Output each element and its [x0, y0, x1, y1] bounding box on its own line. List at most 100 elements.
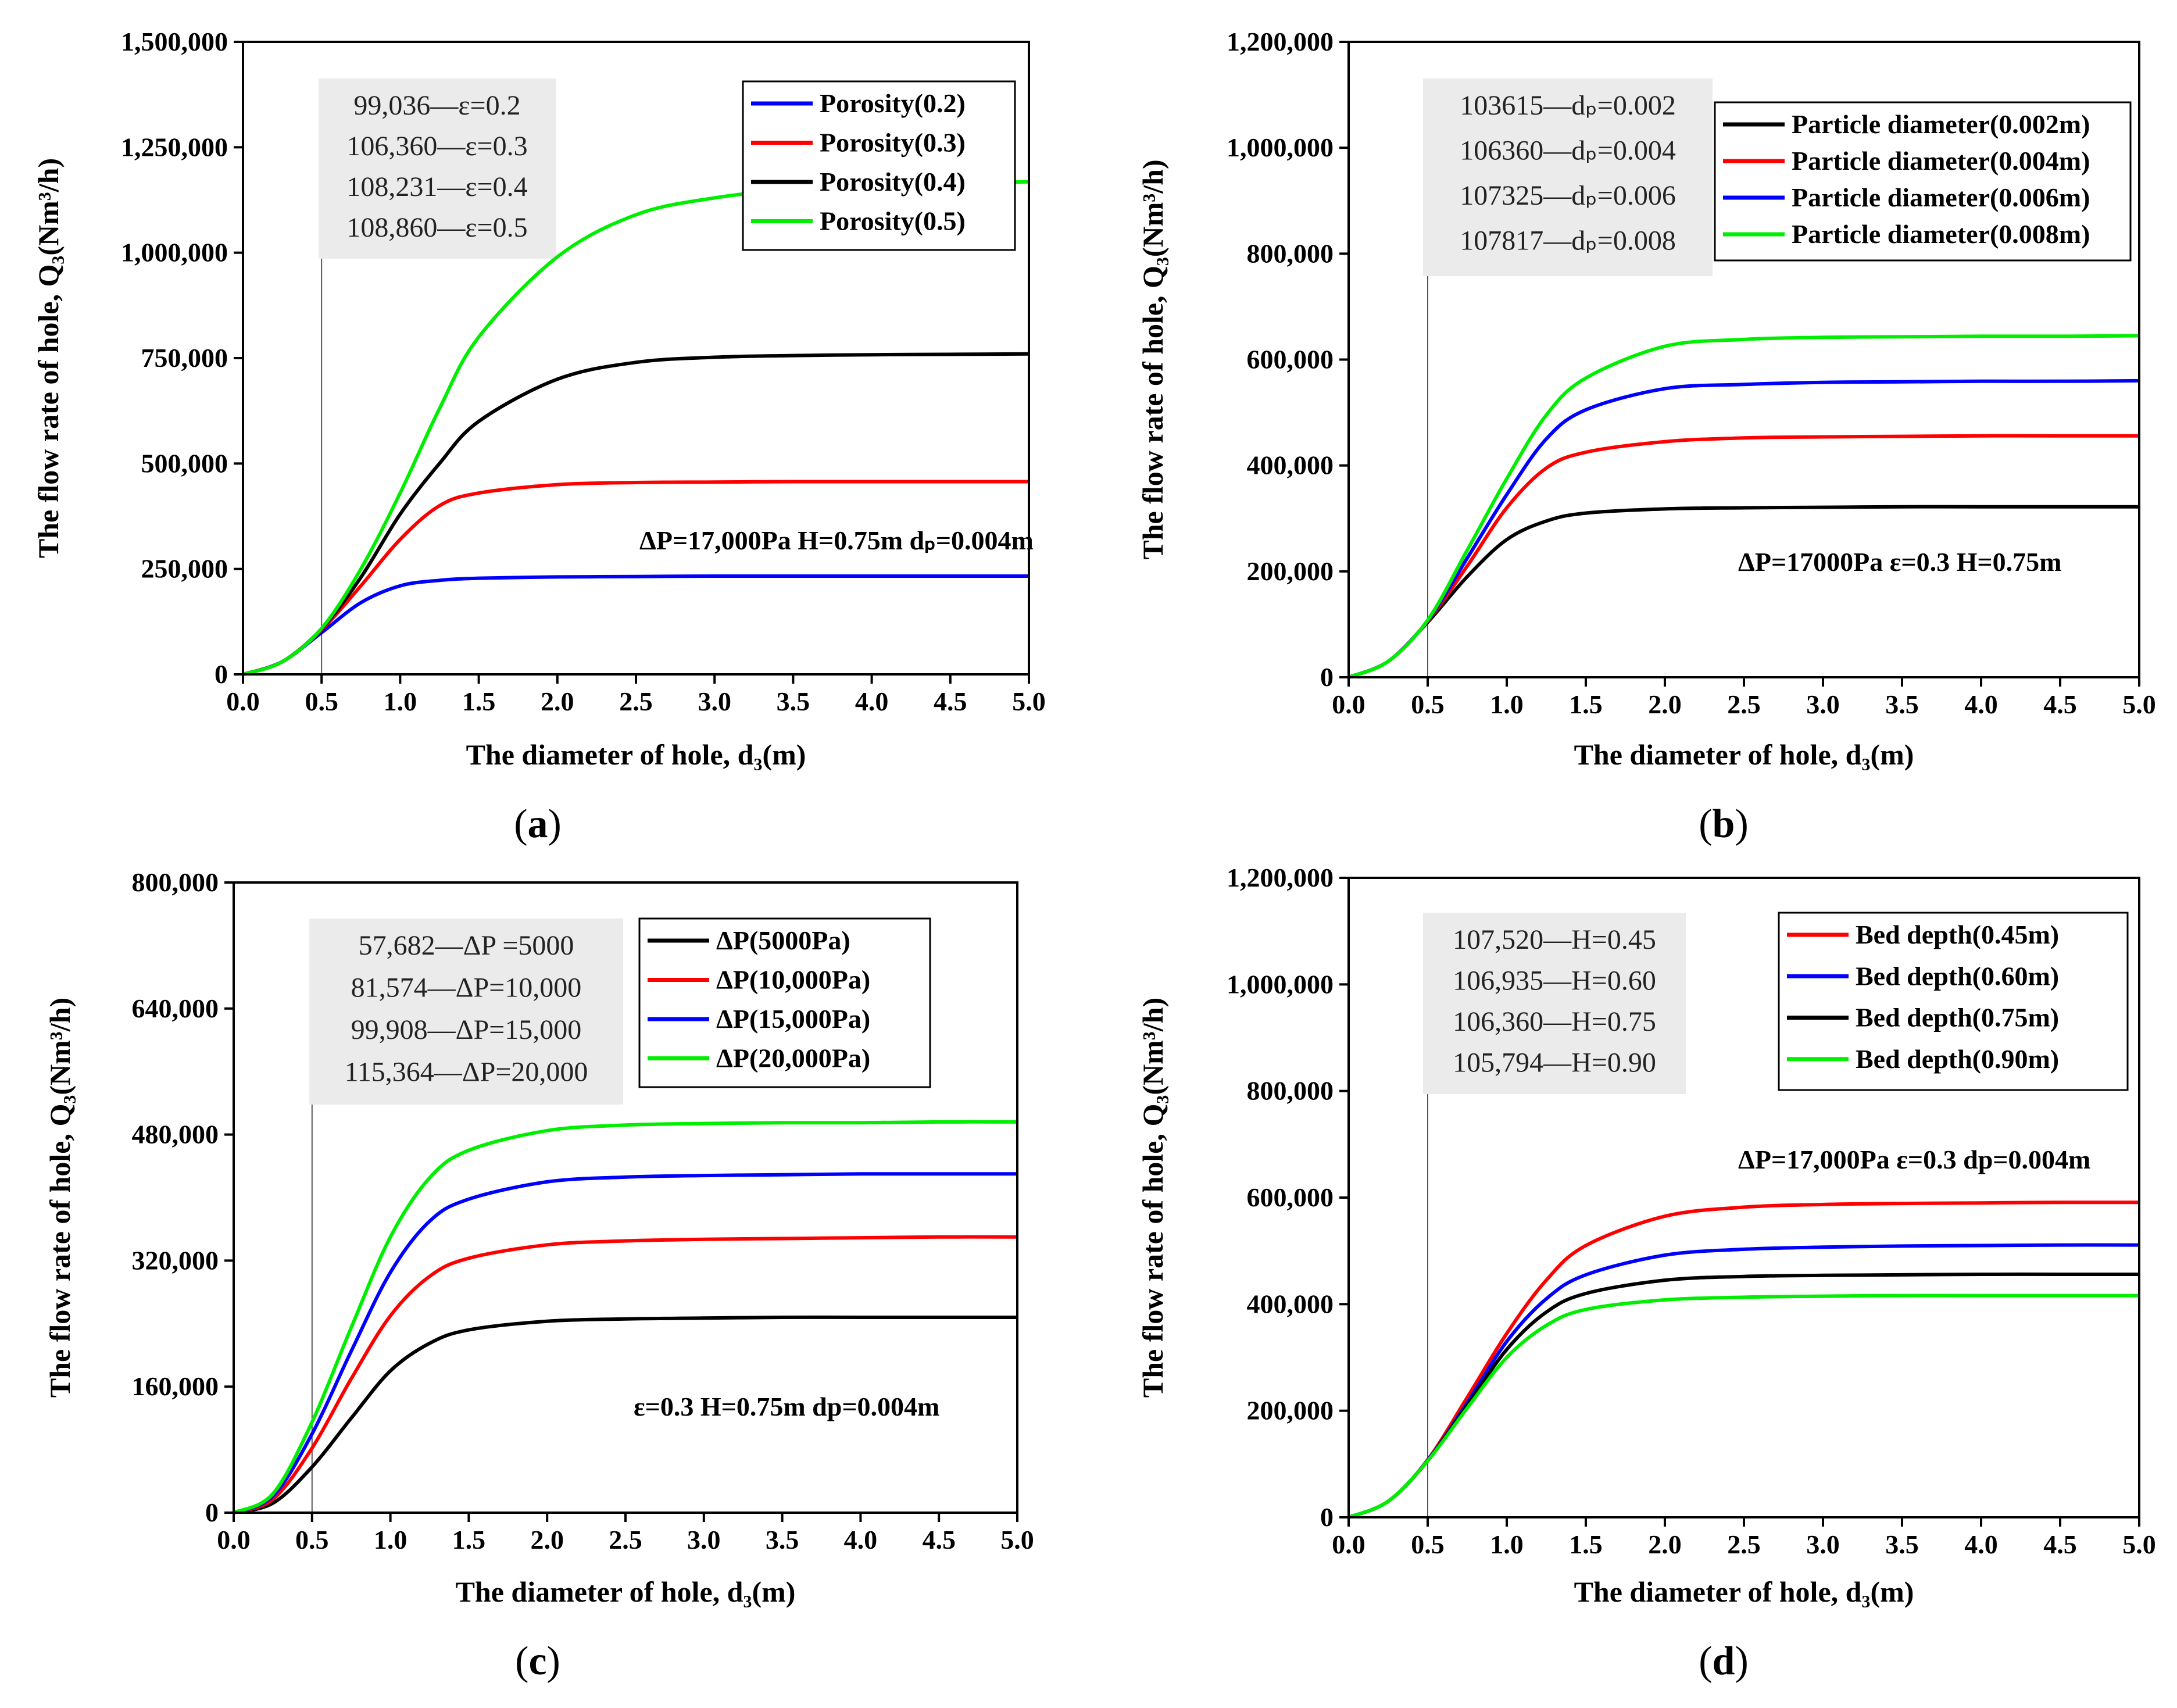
y-axis-title: The flow rate of hole, Q₃(Nm³/h) — [1136, 159, 1169, 559]
legend-label: Particle diameter(0.006m) — [1792, 183, 2090, 212]
x-tick-label: 4.0 — [855, 687, 889, 716]
series-line-4 — [1347, 334, 2140, 679]
x-tick-label: 5.0 — [2122, 1530, 2156, 1559]
x-tick-label: 4.5 — [922, 1525, 956, 1555]
panel-d: 107,520—H=0.45 106,935—H=0.60 106,360—H=0.… — [1136, 863, 2156, 1684]
x-tick-label: 3.0 — [698, 687, 731, 716]
legend-label: Particle diameter(0.002m) — [1792, 109, 2090, 139]
legend-label: Porosity(0.3) — [820, 128, 966, 158]
y-tick-label: 480,000 — [132, 1120, 219, 1149]
panel-label-close: ) — [547, 1639, 560, 1684]
y-tick-label: 160,000 — [132, 1371, 219, 1401]
y-tick-label: 0 — [1320, 662, 1334, 692]
note-text: 81,574—ΔP=10,000 — [351, 973, 582, 1003]
x-tick-label: 4.0 — [1964, 1530, 1998, 1559]
y-tick-label: 250,000 — [141, 554, 228, 584]
note-box — [319, 78, 556, 259]
series-line-3 — [233, 1172, 1017, 1514]
y-axis-title: The flow rate of hole, Q₃(Nm³/h) — [1136, 998, 1169, 1398]
x-tick-label: 0.0 — [1332, 689, 1365, 719]
x-tick-label: 3.0 — [1806, 1530, 1840, 1559]
y-tick-label: 800,000 — [1247, 1076, 1334, 1106]
x-axis-title: The diameter of hole, d₃(m) — [456, 1575, 796, 1608]
legend-label: ΔP(15,000Pa) — [716, 1004, 870, 1034]
y-tick-label: 0 — [205, 1498, 219, 1527]
panel-label-letter: c — [528, 1639, 546, 1684]
y-tick-label: 320,000 — [132, 1245, 219, 1275]
panel-a: 99,036—ε=0.2 106,360—ε=0.3 108,231—ε=0.4 10… — [32, 27, 1046, 846]
y-tick-label: 1,000,000 — [1227, 969, 1334, 999]
note-box — [1423, 913, 1686, 1094]
panel-label-open: ( — [514, 802, 527, 846]
x-tick-label: 2.0 — [1648, 1530, 1682, 1559]
panel-label: (c) — [515, 1639, 560, 1684]
legend-label: Porosity(0.5) — [820, 206, 966, 236]
panel-label: (a) — [514, 802, 562, 846]
x-tick-label: 2.5 — [619, 687, 653, 716]
legend-box — [638, 917, 931, 1088]
legend-label: Bed depth(0.45m) — [1856, 920, 2059, 949]
y-tick-label: 800,000 — [1247, 238, 1334, 268]
series-line-4 — [233, 1120, 1018, 1514]
y-tick-label: 0 — [215, 659, 228, 689]
y-tick-label: 750,000 — [141, 343, 228, 373]
x-tick-label: 0.5 — [1411, 1530, 1445, 1559]
panel-label-open: ( — [1699, 802, 1712, 846]
panel-b: 103615—dₚ=0.002 106360—dₚ=0.004 107325—dₚ=… — [1136, 27, 2156, 846]
y-axis-title: The flow rate of hole, Q₃(Nm³/h) — [44, 998, 76, 1398]
x-tick-label: 0.0 — [226, 687, 260, 716]
x-tick-label: 2.0 — [1648, 689, 1682, 719]
y-tick-label: 1,200,000 — [1227, 27, 1334, 56]
x-tick-label: 1.5 — [462, 687, 496, 716]
x-axis-title: The diameter of hole, d₃(m) — [466, 738, 806, 771]
panel-label-close: ) — [548, 802, 562, 846]
x-tick-label: 0.5 — [295, 1525, 329, 1555]
x-tick-label: 5.0 — [2122, 689, 2156, 719]
x-tick-label: 3.5 — [1885, 1530, 1919, 1559]
panel-label-letter: b — [1713, 802, 1735, 846]
x-tick-label: 5.0 — [1000, 1525, 1034, 1555]
x-tick-label: 2.0 — [530, 1525, 564, 1555]
legend-label: ΔP(20,000Pa) — [716, 1044, 870, 1073]
legend-box — [1778, 912, 2129, 1091]
panel-c: 57,682—ΔP =5000 81,574—ΔP=10,000 99,908—ΔP… — [44, 867, 1034, 1684]
conditions-text: ε=0.3 H=0.75m dp=0.004m — [634, 1392, 939, 1421]
y-tick-label: 200,000 — [1247, 556, 1334, 586]
legend-label: Bed depth(0.60m) — [1856, 961, 2059, 991]
x-tick-label: 4.5 — [2043, 689, 2077, 719]
note-text: 115,364—ΔP=20,000 — [345, 1057, 588, 1088]
x-tick-label: 0.0 — [217, 1525, 251, 1555]
panel-label: (b) — [1699, 802, 1749, 846]
note-text: 99,908—ΔP=15,000 — [351, 1014, 582, 1045]
series-line-3 — [242, 352, 1029, 676]
x-tick-label: 3.0 — [687, 1525, 721, 1555]
y-tick-label: 0 — [1320, 1502, 1334, 1532]
x-tick-label: 0.5 — [305, 687, 338, 716]
y-tick-label: 400,000 — [1247, 1289, 1334, 1318]
series-line-3 — [1347, 378, 2140, 679]
x-tick-label: 0.0 — [1332, 1530, 1365, 1559]
y-tick-label: 640,000 — [132, 994, 219, 1023]
x-tick-label: 3.5 — [777, 687, 810, 716]
conditions-text: ΔP=17,000Pa ε=0.3 dp=0.004m — [1738, 1145, 2090, 1174]
x-axis-title: The diameter of hole, d₃(m) — [1574, 738, 1914, 771]
panel-label-open: ( — [515, 1639, 528, 1684]
note-text: 107817—dₚ=0.008 — [1460, 226, 1676, 256]
note-text: 106,935—H=0.60 — [1453, 966, 1656, 996]
x-tick-label: 2.0 — [541, 687, 574, 716]
legend-label: Particle diameter(0.008m) — [1792, 219, 2090, 249]
series-line-1 — [233, 1315, 1017, 1514]
series-line-4 — [1347, 1293, 2139, 1519]
y-tick-label: 1,250,000 — [121, 132, 228, 162]
note-text: 108,231—ε=0.4 — [346, 171, 527, 202]
note-text: 106,360—ε=0.3 — [346, 131, 527, 162]
legend-label: Porosity(0.4) — [820, 167, 966, 196]
y-tick-label: 200,000 — [1247, 1396, 1334, 1425]
note-text: 107,520—H=0.45 — [1453, 924, 1656, 955]
legend-label: ΔP(10,000Pa) — [716, 965, 870, 995]
note-box — [309, 919, 623, 1105]
x-tick-label: 4.0 — [844, 1525, 878, 1555]
legend-label: ΔP(5000Pa) — [716, 926, 850, 955]
x-tick-label: 4.5 — [2043, 1530, 2077, 1559]
series-line-2 — [1347, 434, 2139, 679]
